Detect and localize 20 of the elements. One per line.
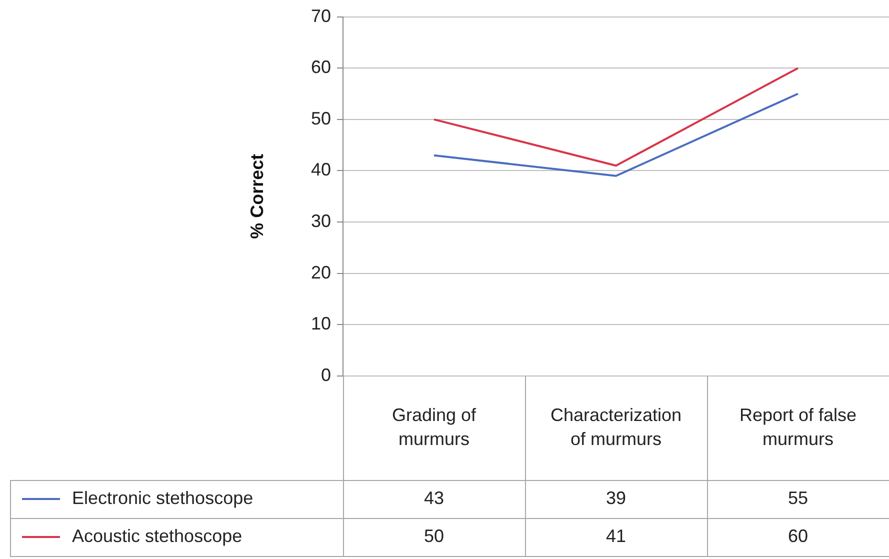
data-label: 41 [606, 526, 626, 546]
y-tick-label: 20 [310, 262, 331, 282]
data-label: 60 [788, 526, 808, 546]
data-label: 50 [424, 526, 444, 546]
x-tick-label: Grading of murmurs [392, 404, 478, 449]
data-label: 43 [424, 488, 444, 508]
data-label: 39 [606, 488, 626, 508]
legend-label: Acoustic stethoscope [72, 526, 242, 546]
y-tick-label: 10 [310, 314, 331, 334]
y-tick-label: 70 [310, 6, 331, 26]
x-tick-label: Report of false murmurs [739, 404, 857, 449]
legend-label: Electronic stethoscope [72, 488, 254, 508]
y-tick-label: 0 [320, 364, 331, 385]
y-tick-label: 50 [310, 108, 331, 128]
y-axis-title: % Correct [246, 154, 267, 239]
y-tick-label: 40 [310, 160, 331, 180]
data-label: 55 [788, 488, 808, 508]
y-tick-label: 60 [310, 57, 331, 78]
y-tick-label: 30 [310, 211, 331, 232]
x-tick-label: Characterization of murmurs [550, 404, 682, 449]
